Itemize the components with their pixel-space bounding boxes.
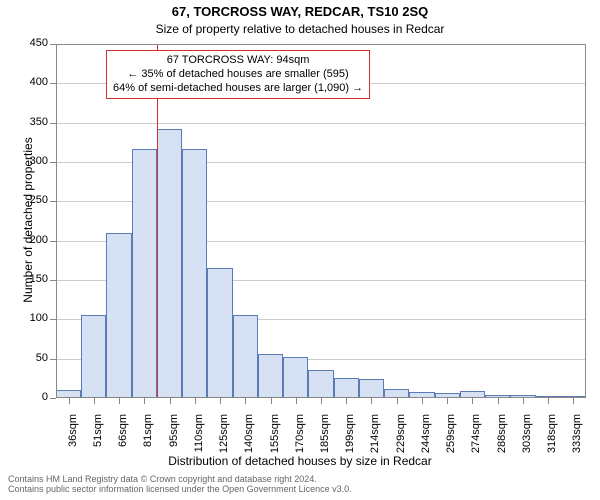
x-tick [371, 398, 372, 404]
x-tick [548, 398, 549, 404]
x-tick [422, 398, 423, 404]
y-tick-label: 400 [16, 76, 48, 88]
annotation-line: ← 35% of detached houses are smaller (59… [113, 68, 363, 82]
footer-attribution: Contains HM Land Registry data © Crown c… [8, 474, 352, 494]
histogram-chart: { "title_line1": "67, TORCROSS WAY, REDC… [0, 0, 600, 500]
y-tick-label: 50 [16, 352, 48, 364]
x-tick [195, 398, 196, 404]
y-tick [50, 398, 56, 399]
annotation-line: 64% of semi-detached houses are larger (… [113, 82, 363, 96]
x-tick [94, 398, 95, 404]
x-tick [245, 398, 246, 404]
x-tick [296, 398, 297, 404]
y-tick-label: 450 [16, 37, 48, 49]
x-axis-label: Distribution of detached houses by size … [0, 454, 600, 468]
annotation-box: 67 TORCROSS WAY: 94sqm← 35% of detached … [106, 50, 370, 99]
chart-title-line1: 67, TORCROSS WAY, REDCAR, TS10 2SQ [0, 4, 600, 19]
x-tick [321, 398, 322, 404]
x-tick [498, 398, 499, 404]
y-tick-label: 0 [16, 391, 48, 403]
x-tick [447, 398, 448, 404]
x-tick [144, 398, 145, 404]
footer-line: Contains public sector information licen… [8, 484, 352, 494]
x-tick [523, 398, 524, 404]
x-tick [271, 398, 272, 404]
x-tick [397, 398, 398, 404]
x-tick [573, 398, 574, 404]
annotation-line: 67 TORCROSS WAY: 94sqm [113, 54, 363, 68]
chart-title-line2: Size of property relative to detached ho… [0, 22, 600, 36]
x-tick [220, 398, 221, 404]
y-axis-label: Number of detached properties [21, 90, 35, 350]
x-tick [346, 398, 347, 404]
x-tick [472, 398, 473, 404]
x-tick [69, 398, 70, 404]
x-tick [119, 398, 120, 404]
x-tick [170, 398, 171, 404]
footer-line: Contains HM Land Registry data © Crown c… [8, 474, 352, 484]
